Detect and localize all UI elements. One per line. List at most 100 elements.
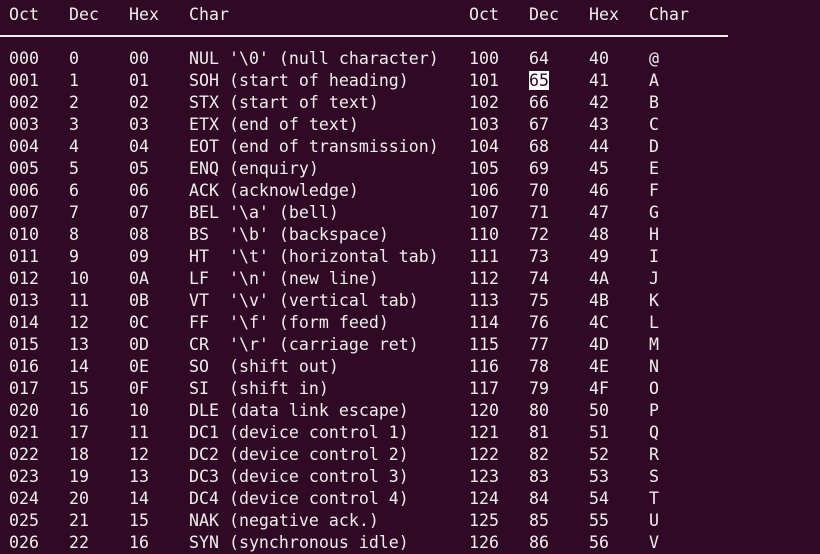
- cell-right-dec: 66: [529, 93, 549, 112]
- cell-left-oct: 017: [9, 379, 39, 398]
- cell-right-oct: 112: [469, 269, 499, 288]
- cell-left-dec: 22: [69, 533, 89, 552]
- cell-left-char: SI (shift in): [189, 379, 329, 398]
- cell-right-oct: 123: [469, 467, 499, 486]
- cell-left-dec: 10: [69, 269, 89, 288]
- cell-left-oct: 022: [9, 445, 39, 464]
- cell-left-char: DC3 (device control 3): [189, 467, 409, 486]
- cell-left-char: LF '\n' (new line): [189, 269, 379, 288]
- cell-left-hex: 11: [129, 423, 149, 442]
- cell-right-dec: 72: [529, 225, 549, 244]
- cell-left-oct: 021: [9, 423, 39, 442]
- cell-left-dec: 3: [69, 115, 79, 134]
- cell-right-oct: 101: [469, 71, 499, 90]
- cell-left-char: VT '\v' (vertical tab): [189, 291, 419, 310]
- cell-left-oct: 003: [9, 115, 39, 134]
- cell-right-hex: 43: [589, 115, 609, 134]
- cell-right-oct: 111: [469, 247, 499, 266]
- cell-left-dec: 14: [69, 357, 89, 376]
- cell-left-hex: 12: [129, 445, 149, 464]
- header-divider: [0, 35, 728, 37]
- cell-left-oct: 004: [9, 137, 39, 156]
- cell-right-oct: 124: [469, 489, 499, 508]
- cell-left-dec: 2: [69, 93, 79, 112]
- cell-left-hex: 0B: [129, 291, 149, 310]
- cell-right-oct: 116: [469, 357, 499, 376]
- cell-left-char: DLE (data link escape): [189, 401, 409, 420]
- cell-left-dec: 15: [69, 379, 89, 398]
- cell-right-char: K: [649, 291, 659, 310]
- cell-left-dec: 4: [69, 137, 79, 156]
- cell-left-char: ACK (acknowledge): [189, 181, 359, 200]
- cell-right-hex: 51: [589, 423, 609, 442]
- cell-left-hex: 13: [129, 467, 149, 486]
- cell-left-dec: 13: [69, 335, 89, 354]
- cell-left-char: DC2 (device control 2): [189, 445, 409, 464]
- column-header-hex: Hex: [129, 5, 159, 24]
- cell-left-hex: 07: [129, 203, 149, 222]
- cell-right-hex: 52: [589, 445, 609, 464]
- cell-right-oct: 126: [469, 533, 499, 552]
- cell-left-oct: 001: [9, 71, 39, 90]
- cell-left-oct: 016: [9, 357, 39, 376]
- cell-left-dec: 16: [69, 401, 89, 420]
- cell-right-dec: 84: [529, 489, 549, 508]
- cell-left-oct: 006: [9, 181, 39, 200]
- cell-left-dec: 5: [69, 159, 79, 178]
- cell-right-dec: 80: [529, 401, 549, 420]
- cell-right-char: N: [649, 357, 659, 376]
- cell-left-char: SYN (synchronous idle): [189, 533, 409, 552]
- cell-right-oct: 104: [469, 137, 499, 156]
- cell-left-dec: 0: [69, 49, 79, 68]
- cell-right-char: L: [649, 313, 659, 332]
- cell-left-oct: 010: [9, 225, 39, 244]
- cell-right-dec: 79: [529, 379, 549, 398]
- cell-right-dec: 82: [529, 445, 549, 464]
- cell-left-hex: 09: [129, 247, 149, 266]
- cell-right-char: O: [649, 379, 659, 398]
- cell-right-char: J: [649, 269, 659, 288]
- cell-right-dec: 64: [529, 49, 549, 68]
- cell-right-dec: 81: [529, 423, 549, 442]
- cell-left-hex: 0A: [129, 269, 149, 288]
- cell-right-oct: 110: [469, 225, 499, 244]
- cell-left-oct: 026: [9, 533, 39, 552]
- cell-right-char: V: [649, 533, 659, 552]
- cell-right-dec: 69: [529, 159, 549, 178]
- cell-left-dec: 21: [69, 511, 89, 530]
- cell-left-dec: 9: [69, 247, 79, 266]
- cell-left-hex: 05: [129, 159, 149, 178]
- cell-right-dec: 67: [529, 115, 549, 134]
- cell-left-char: ETX (end of text): [189, 115, 359, 134]
- cell-left-oct: 000: [9, 49, 39, 68]
- cell-right-dec: 75: [529, 291, 549, 310]
- cell-left-hex: 16: [129, 533, 149, 552]
- cell-left-oct: 023: [9, 467, 39, 486]
- cell-right-char: B: [649, 93, 659, 112]
- cell-right-hex: 4A: [589, 269, 609, 288]
- cell-right-hex: 4F: [589, 379, 609, 398]
- cell-right-hex: 41: [589, 71, 609, 90]
- cell-left-dec: 19: [69, 467, 89, 486]
- cell-right-oct: 125: [469, 511, 499, 530]
- cell-right-hex: 55: [589, 511, 609, 530]
- cell-left-dec: 20: [69, 489, 89, 508]
- cell-right-oct: 106: [469, 181, 499, 200]
- cell-left-oct: 020: [9, 401, 39, 420]
- cell-left-hex: 02: [129, 93, 149, 112]
- cell-right-dec: 68: [529, 137, 549, 156]
- cell-right-char: R: [649, 445, 659, 464]
- cell-right-dec: 65: [529, 70, 549, 92]
- cell-right-oct: 100: [469, 49, 499, 68]
- cell-left-dec: 12: [69, 313, 89, 332]
- cell-right-hex: 54: [589, 489, 609, 508]
- cell-left-char: BS '\b' (backspace): [189, 225, 389, 244]
- cell-right-dec: 74: [529, 269, 549, 288]
- cell-right-oct: 117: [469, 379, 499, 398]
- cell-right-char: @: [649, 49, 659, 68]
- cell-left-oct: 005: [9, 159, 39, 178]
- cell-left-dec: 1: [69, 71, 79, 90]
- cell-left-hex: 04: [129, 137, 149, 156]
- cell-right-char: T: [649, 489, 659, 508]
- cell-left-oct: 012: [9, 269, 39, 288]
